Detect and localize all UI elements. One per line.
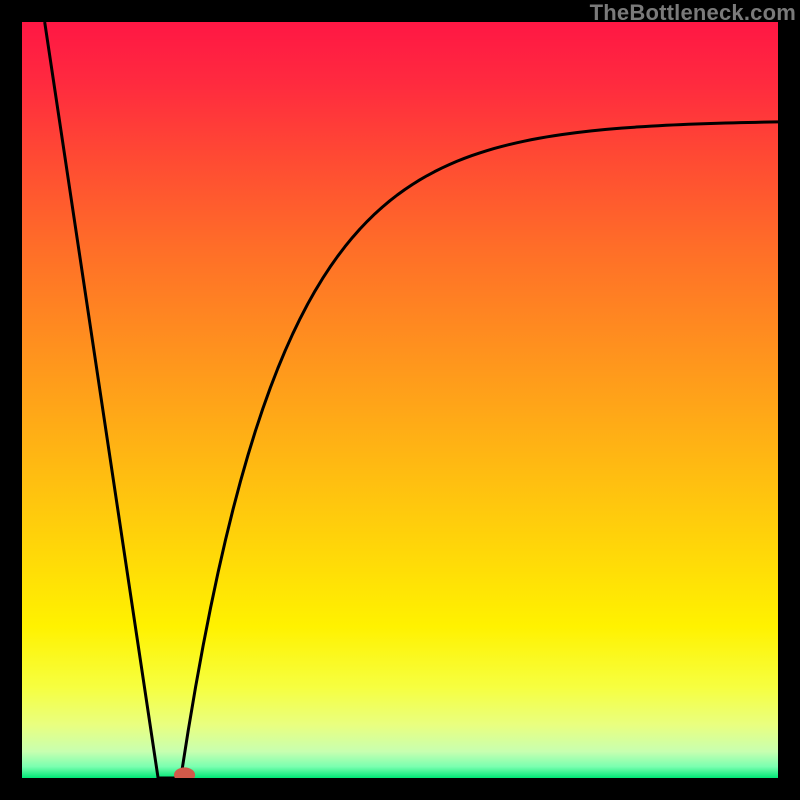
chart-svg [22, 22, 778, 778]
figure-root: TheBottleneck.com [0, 0, 800, 800]
gradient-background [22, 22, 778, 778]
plot-area [22, 22, 778, 778]
watermark-text: TheBottleneck.com [590, 0, 796, 26]
